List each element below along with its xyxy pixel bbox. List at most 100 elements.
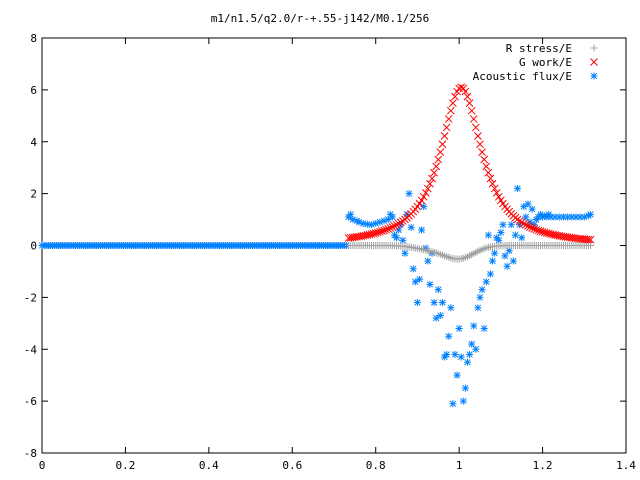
data-point: [380, 217, 388, 225]
data-point: [438, 140, 447, 149]
y-tick-label: 8: [30, 32, 37, 45]
data-point: [490, 184, 499, 193]
data-point: [478, 286, 486, 294]
data-point: [520, 203, 528, 211]
data-point: [440, 132, 449, 140]
data-point: [522, 213, 530, 221]
data-point: [457, 353, 465, 361]
data-point: [451, 92, 459, 101]
data-point: [492, 189, 501, 197]
x-tick-label: 1.2: [533, 459, 553, 472]
data-point: [388, 223, 397, 231]
data-point: [522, 221, 530, 229]
data-point: [526, 223, 534, 231]
data-point: [536, 227, 545, 236]
data-point: [586, 235, 595, 244]
x-tick-label: 0.6: [282, 459, 302, 472]
y-tick-label: 6: [30, 84, 37, 97]
data-point: [432, 162, 441, 171]
x-tick-label: 0: [39, 459, 46, 472]
data-point: [459, 397, 467, 405]
data-point: [499, 221, 507, 229]
data-point: [530, 225, 539, 233]
data-point: [445, 332, 453, 340]
data-point: [417, 196, 426, 205]
legend-marker: [590, 72, 598, 80]
data-point: [509, 257, 517, 265]
legend-marker: [590, 44, 598, 52]
data-point: [486, 174, 495, 183]
data-point: [409, 265, 417, 273]
data-point: [444, 115, 453, 123]
data-point: [382, 225, 390, 234]
data-point: [517, 218, 526, 227]
data-point: [419, 192, 428, 201]
data-point: [392, 221, 401, 229]
y-tick-label: 0: [30, 240, 37, 253]
series-g-work-e: [344, 83, 595, 244]
data-point: [482, 278, 490, 286]
data-point: [486, 270, 494, 278]
series-acoustic-flux-e: [38, 184, 595, 408]
legend-label: G work/E: [519, 56, 572, 69]
legend-label: Acoustic flux/E: [473, 70, 572, 83]
data-point: [488, 179, 497, 188]
data-point: [443, 350, 451, 358]
data-point: [507, 221, 515, 229]
data-point: [480, 325, 488, 332]
data-point: [446, 106, 455, 115]
y-tick-label: 4: [30, 136, 37, 149]
data-point: [421, 189, 430, 197]
data-point: [470, 322, 478, 330]
data-point: [468, 340, 476, 348]
data-point: [580, 213, 588, 221]
data-point: [463, 92, 472, 101]
data-point: [393, 234, 401, 242]
data-point: [528, 224, 536, 232]
data-point: [461, 87, 470, 96]
data-point: [474, 304, 482, 312]
data-point: [501, 252, 509, 260]
data-point: [436, 312, 444, 320]
data-point: [584, 235, 593, 244]
data-point: [386, 224, 395, 232]
data-point: [372, 219, 380, 227]
legend-marker: [590, 58, 598, 66]
data-point: [484, 231, 492, 239]
y-tick-label: -8: [24, 447, 37, 460]
data-point: [455, 325, 463, 332]
data-point: [394, 219, 403, 228]
y-tick-label: -2: [24, 291, 37, 304]
x-tick-label: 1.4: [616, 459, 636, 472]
data-point: [426, 280, 434, 288]
data-point: [426, 179, 434, 188]
y-tick-label: -4: [24, 343, 38, 356]
data-point: [466, 350, 474, 358]
axis-ticks: 0 0.2 0.4 0.6 0.8 1 1.2 1.4 -8 -6 -4 -2 0 2 4 6 8: [24, 32, 637, 472]
data-point: [503, 262, 511, 270]
data-point: [484, 168, 493, 177]
data-point: [453, 371, 461, 379]
data-point: [442, 123, 451, 132]
data-point: [532, 225, 541, 234]
data-point: [528, 205, 536, 213]
data-point: [432, 314, 440, 322]
x-tick-label: 0.8: [366, 459, 386, 472]
data-point: [514, 184, 522, 192]
data-point: [478, 148, 486, 156]
data-point: [449, 400, 457, 408]
y-tick-label: -6: [24, 395, 37, 408]
data-point: [378, 227, 386, 236]
data-point: [447, 304, 455, 312]
data-point: [349, 216, 357, 224]
data-point: [511, 231, 519, 239]
y-tick-label: 2: [30, 188, 37, 201]
data-point: [451, 350, 459, 358]
data-point: [399, 236, 407, 244]
data-point: [467, 106, 476, 115]
data-point: [424, 184, 432, 193]
data-point: [465, 99, 474, 107]
data-point: [482, 162, 491, 171]
data-point: [518, 234, 526, 242]
